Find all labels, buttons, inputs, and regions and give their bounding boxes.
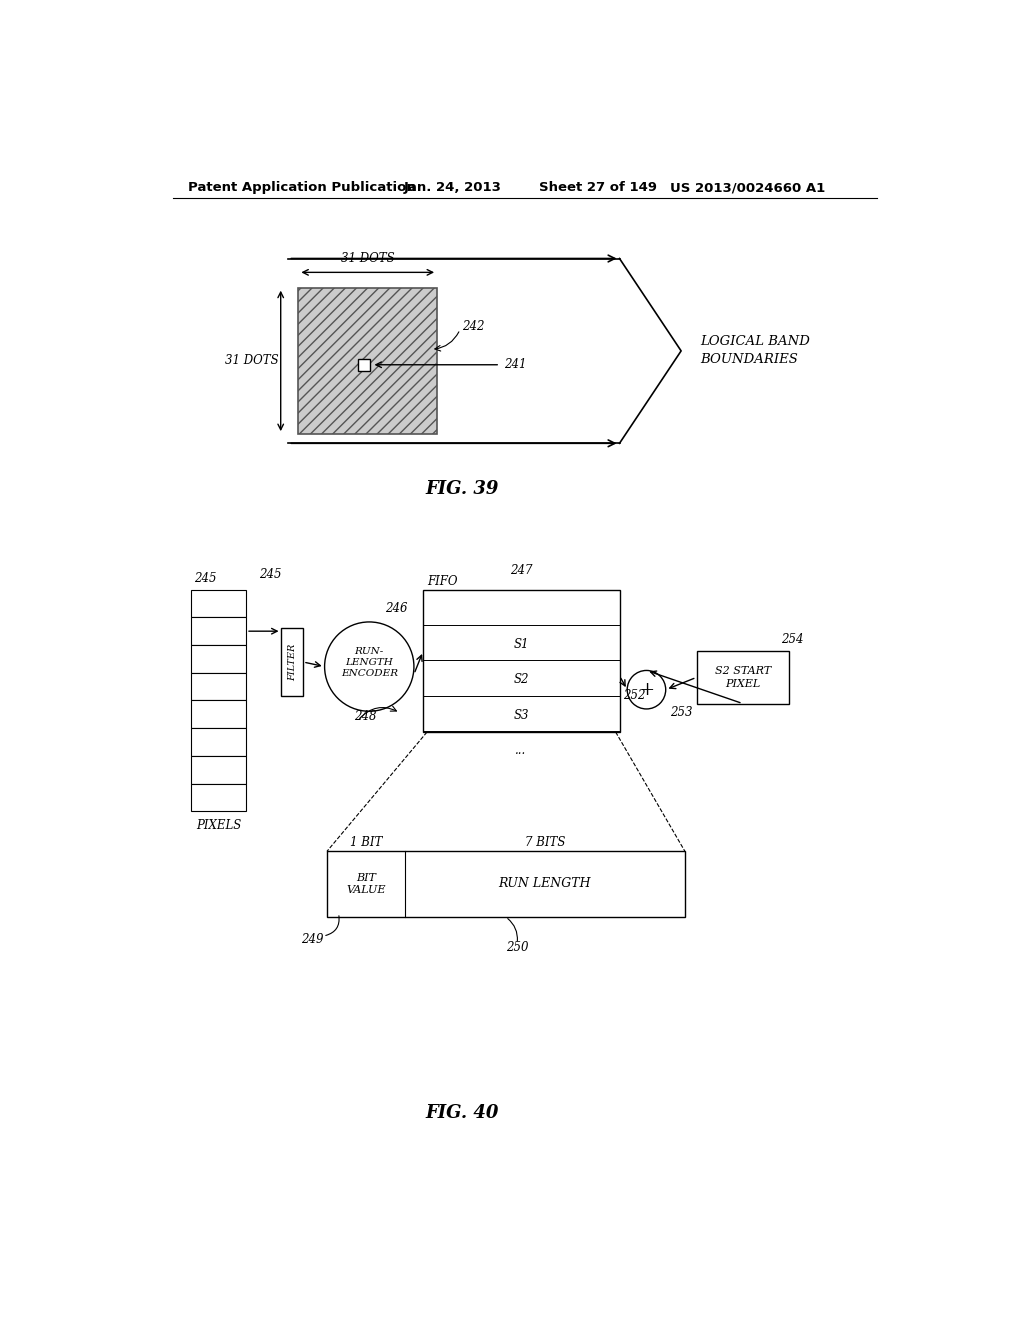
Text: 248: 248 [354,710,377,723]
Text: 31 DOTS: 31 DOTS [341,252,394,265]
Text: S2: S2 [513,673,528,686]
Text: PIXELS: PIXELS [196,818,241,832]
Text: FIG. 40: FIG. 40 [425,1105,499,1122]
Bar [190,590,246,618]
Bar [190,729,246,756]
Bar [190,701,246,729]
Bar [423,590,620,733]
Text: 242: 242 [462,319,484,333]
Bar [190,784,246,812]
Text: 245: 245 [259,568,282,581]
Text: 252: 252 [624,689,646,702]
Text: Patent Application Publication: Patent Application Publication [188,181,416,194]
Text: Sheet 27 of 149: Sheet 27 of 149 [539,181,656,194]
Text: 245: 245 [195,572,217,585]
Bar [327,851,685,917]
Text: 247: 247 [510,564,532,577]
Bar [357,359,370,371]
Bar [190,673,246,701]
Text: 246: 246 [385,602,408,615]
Text: Jan. 24, 2013: Jan. 24, 2013 [403,181,502,194]
Bar [190,756,246,784]
Text: S1: S1 [513,638,528,651]
Text: 1 BIT: 1 BIT [350,836,382,849]
Bar [696,651,788,704]
Text: 250: 250 [506,941,528,954]
Text: FILTER: FILTER [288,643,297,681]
Text: RUN LENGTH: RUN LENGTH [499,878,591,890]
Bar [298,288,437,434]
Text: 254: 254 [781,634,804,647]
Text: RUN-
LENGTH
ENCODER: RUN- LENGTH ENCODER [341,647,397,678]
Text: S3: S3 [513,709,528,722]
Bar [190,618,246,645]
Text: BIT
VALUE: BIT VALUE [346,873,386,895]
Text: 31 DOTS: 31 DOTS [225,354,279,367]
Text: FIFO: FIFO [427,576,458,589]
Text: LOGICAL BAND
BOUNDARIES: LOGICAL BAND BOUNDARIES [700,335,810,367]
Text: US 2013/0024660 A1: US 2013/0024660 A1 [670,181,824,194]
Text: +: + [639,681,654,698]
Text: FIG. 39: FIG. 39 [425,480,499,499]
Bar [282,628,303,696]
Text: 241: 241 [504,358,526,371]
Text: S2 START
PIXEL: S2 START PIXEL [715,667,771,689]
Text: 7 BITS: 7 BITS [524,836,565,849]
Bar [190,645,246,673]
Text: 249: 249 [301,933,323,946]
Text: 253: 253 [670,706,692,719]
Text: ...: ... [515,744,526,758]
